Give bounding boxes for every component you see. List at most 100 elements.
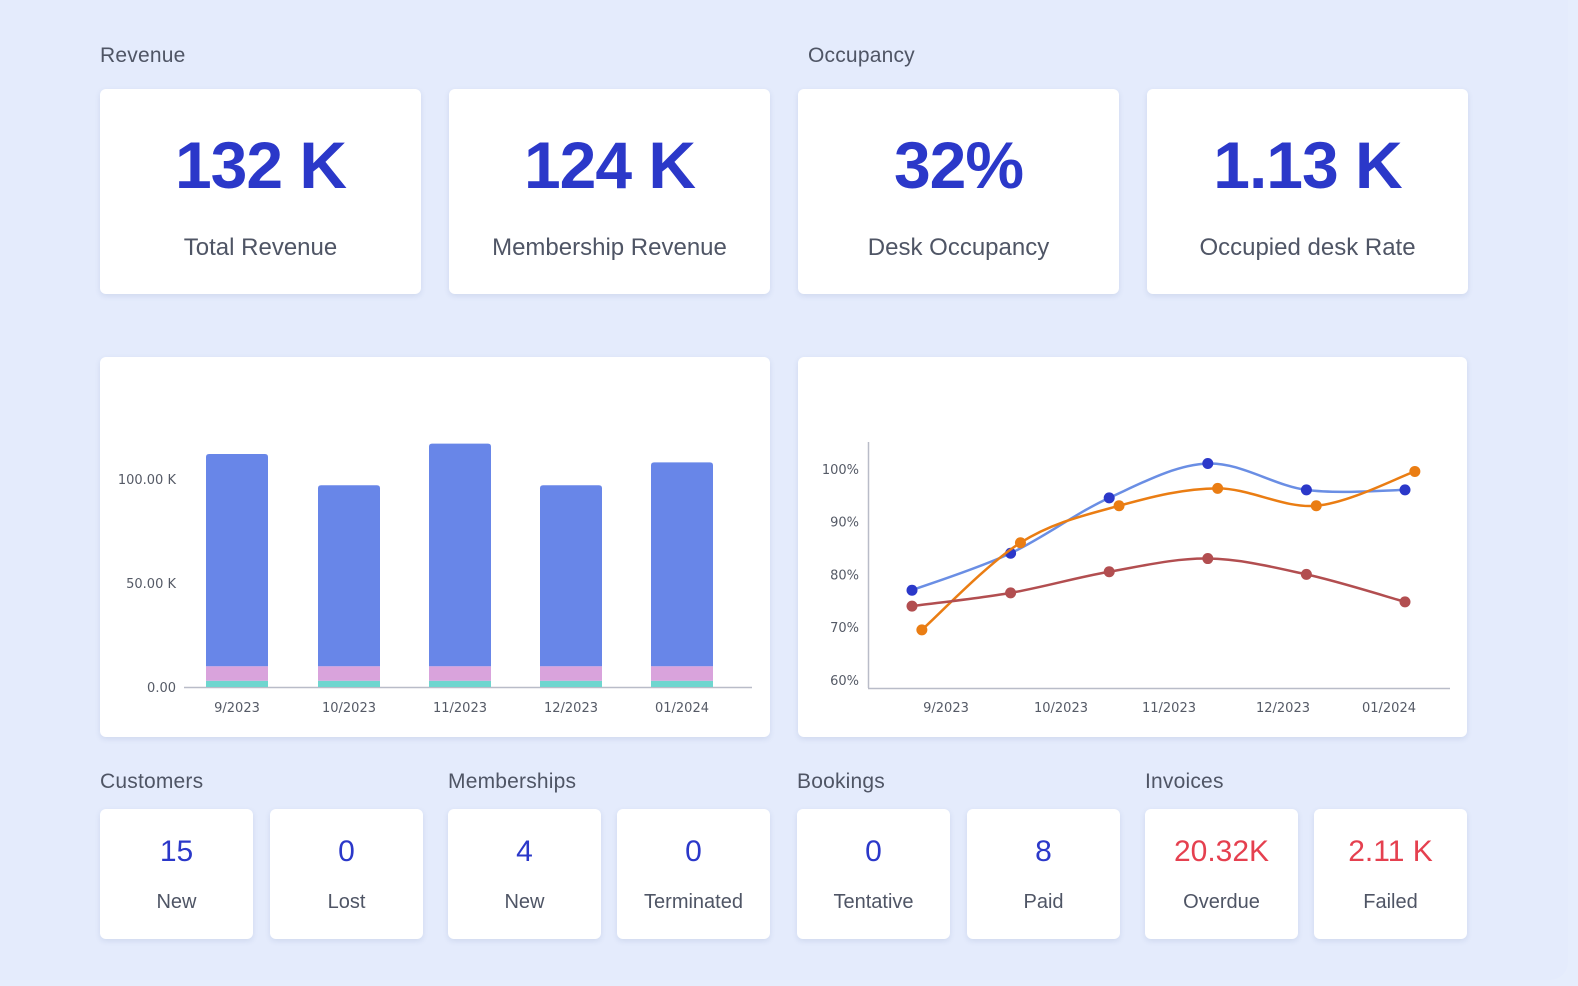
occupancy-line-chart: 60% 70% 80% 90% 100% 9/2023 10/2023 11/2023 12/2… (822, 442, 1450, 716)
stat-label: Failed (1363, 891, 1418, 913)
data-point (1103, 492, 1115, 504)
occupancy-chart-card: 60% 70% 80% 90% 100% 9/2023 10/2023 11/2023 12/2… (798, 357, 1467, 737)
series-line (911, 462, 1406, 592)
stat-card-bookings-tentative[interactable]: 0 Tentative (797, 809, 950, 939)
data-point (1300, 484, 1312, 496)
data-point (1310, 500, 1322, 512)
bar-segment (540, 485, 602, 667)
kpi-value: 32% (893, 128, 1024, 202)
stat-card-memberships-new[interactable]: 4 New (448, 809, 601, 939)
x-tick-label: 11/2023 (1142, 701, 1196, 716)
x-tick-label: 12/2023 (544, 701, 598, 716)
stat-label: Paid (1023, 891, 1064, 913)
data-point (1005, 587, 1017, 599)
stat-card-invoices-overdue[interactable]: 20.32K Overdue (1145, 809, 1298, 939)
section-title-revenue: Revenue (100, 44, 186, 67)
x-tick-label: 9/2023 (923, 701, 969, 716)
y-tick-label: 100.00 K (118, 473, 177, 488)
kpi-card-total-revenue[interactable]: 132 K Total Revenue (100, 89, 421, 294)
kpi-label: Membership Revenue (492, 234, 727, 261)
section-title-memberships: Memberships (448, 770, 577, 793)
stat-value: 2.11 K (1348, 835, 1433, 868)
section-title-occupancy: Occupancy (808, 44, 915, 67)
stat-label: New (156, 891, 197, 913)
kpi-value: 132 K (174, 128, 347, 202)
section-title-bookings: Bookings (797, 770, 885, 793)
stat-value: 15 (159, 835, 194, 868)
data-point (1202, 458, 1214, 470)
stat-card-invoices-failed[interactable]: 2.11 K Failed (1314, 809, 1467, 939)
data-point (906, 600, 918, 612)
y-tick-label: 70% (830, 621, 859, 636)
y-tick-label: 60% (830, 674, 859, 689)
y-tick-label: 50.00 K (126, 577, 176, 592)
kpi-card-desk-occupancy[interactable]: 32% Desk Occupancy (798, 89, 1119, 294)
series-line (921, 470, 1416, 631)
data-point (1212, 482, 1224, 494)
x-tick-label: 10/2023 (322, 701, 376, 716)
stat-card-memberships-terminated[interactable]: 0 Terminated (617, 809, 770, 939)
stat-value: 8 (1035, 835, 1052, 868)
x-tick-label: 12/2023 (1256, 701, 1310, 716)
stat-label: Lost (327, 891, 366, 913)
bar-segment (318, 485, 380, 667)
stat-card-bookings-paid[interactable]: 8 Paid (967, 809, 1120, 939)
kpi-value: 124 K (523, 128, 696, 202)
bar-segment (429, 443, 491, 667)
stat-card-customers-new[interactable]: 15 New (100, 809, 253, 939)
data-point (1202, 553, 1214, 565)
y-tick-label: 100% (822, 463, 859, 478)
x-tick-label: 9/2023 (214, 701, 260, 716)
y-tick-label: 80% (830, 568, 859, 583)
stat-label: Terminated (644, 891, 743, 913)
kpi-label: Desk Occupancy (867, 234, 1050, 261)
data-point (916, 624, 928, 636)
bar-segment (540, 680, 602, 687)
kpi-card-occupied-desk-rate[interactable]: 1.13 K Occupied desk Rate (1147, 89, 1468, 294)
revenue-chart-card: 0.00 50.00 K 100.00 K 9/2023 10/2023 11/2023 1… (100, 357, 770, 737)
kpi-label: Occupied desk Rate (1199, 234, 1416, 261)
x-tick-label: 01/2024 (655, 701, 709, 716)
y-tick-label: 90% (830, 516, 859, 531)
bar-segment (429, 666, 491, 681)
data-point (1409, 465, 1421, 477)
kpi-label: Total Revenue (183, 234, 338, 261)
stat-value: 0 (338, 835, 355, 868)
x-tick-label: 01/2024 (1362, 701, 1416, 716)
bar-segment (651, 666, 713, 681)
stat-value: 0 (685, 835, 702, 868)
bar-segment (429, 680, 491, 687)
bar-segment (540, 666, 602, 681)
stat-label: New (504, 891, 545, 913)
data-point (1103, 566, 1115, 578)
stat-value: 20.32K (1173, 835, 1270, 868)
kpi-card-membership-revenue[interactable]: 124 K Membership Revenue (449, 89, 770, 294)
section-title-customers: Customers (100, 770, 204, 793)
stat-label: Tentative (833, 891, 914, 913)
stat-value: 4 (516, 835, 533, 868)
bar-segment (206, 666, 268, 681)
stat-card-customers-lost[interactable]: 0 Lost (270, 809, 423, 939)
revenue-bar-chart: 0.00 50.00 K 100.00 K 9/2023 10/2023 11/2023 1… (118, 443, 752, 716)
kpi-value: 1.13 K (1213, 128, 1402, 202)
series-line (911, 557, 1406, 608)
data-point (1300, 568, 1312, 580)
data-point (1014, 537, 1026, 549)
bar-segment (651, 462, 713, 667)
stat-value: 0 (865, 835, 882, 868)
y-tick-label: 0.00 (147, 681, 176, 696)
bar-segment (206, 454, 268, 667)
data-point (1399, 596, 1411, 608)
data-point (906, 584, 918, 596)
stat-label: Overdue (1183, 891, 1260, 913)
x-tick-label: 10/2023 (1034, 701, 1088, 716)
section-title-invoices: Invoices (1145, 770, 1224, 793)
bar-segment (651, 680, 713, 687)
bar-segment (206, 680, 268, 687)
data-point (1113, 500, 1125, 512)
bar-segment (318, 666, 380, 681)
bar-segment (318, 680, 380, 687)
data-point (1399, 484, 1411, 496)
x-tick-label: 11/2023 (433, 701, 487, 716)
